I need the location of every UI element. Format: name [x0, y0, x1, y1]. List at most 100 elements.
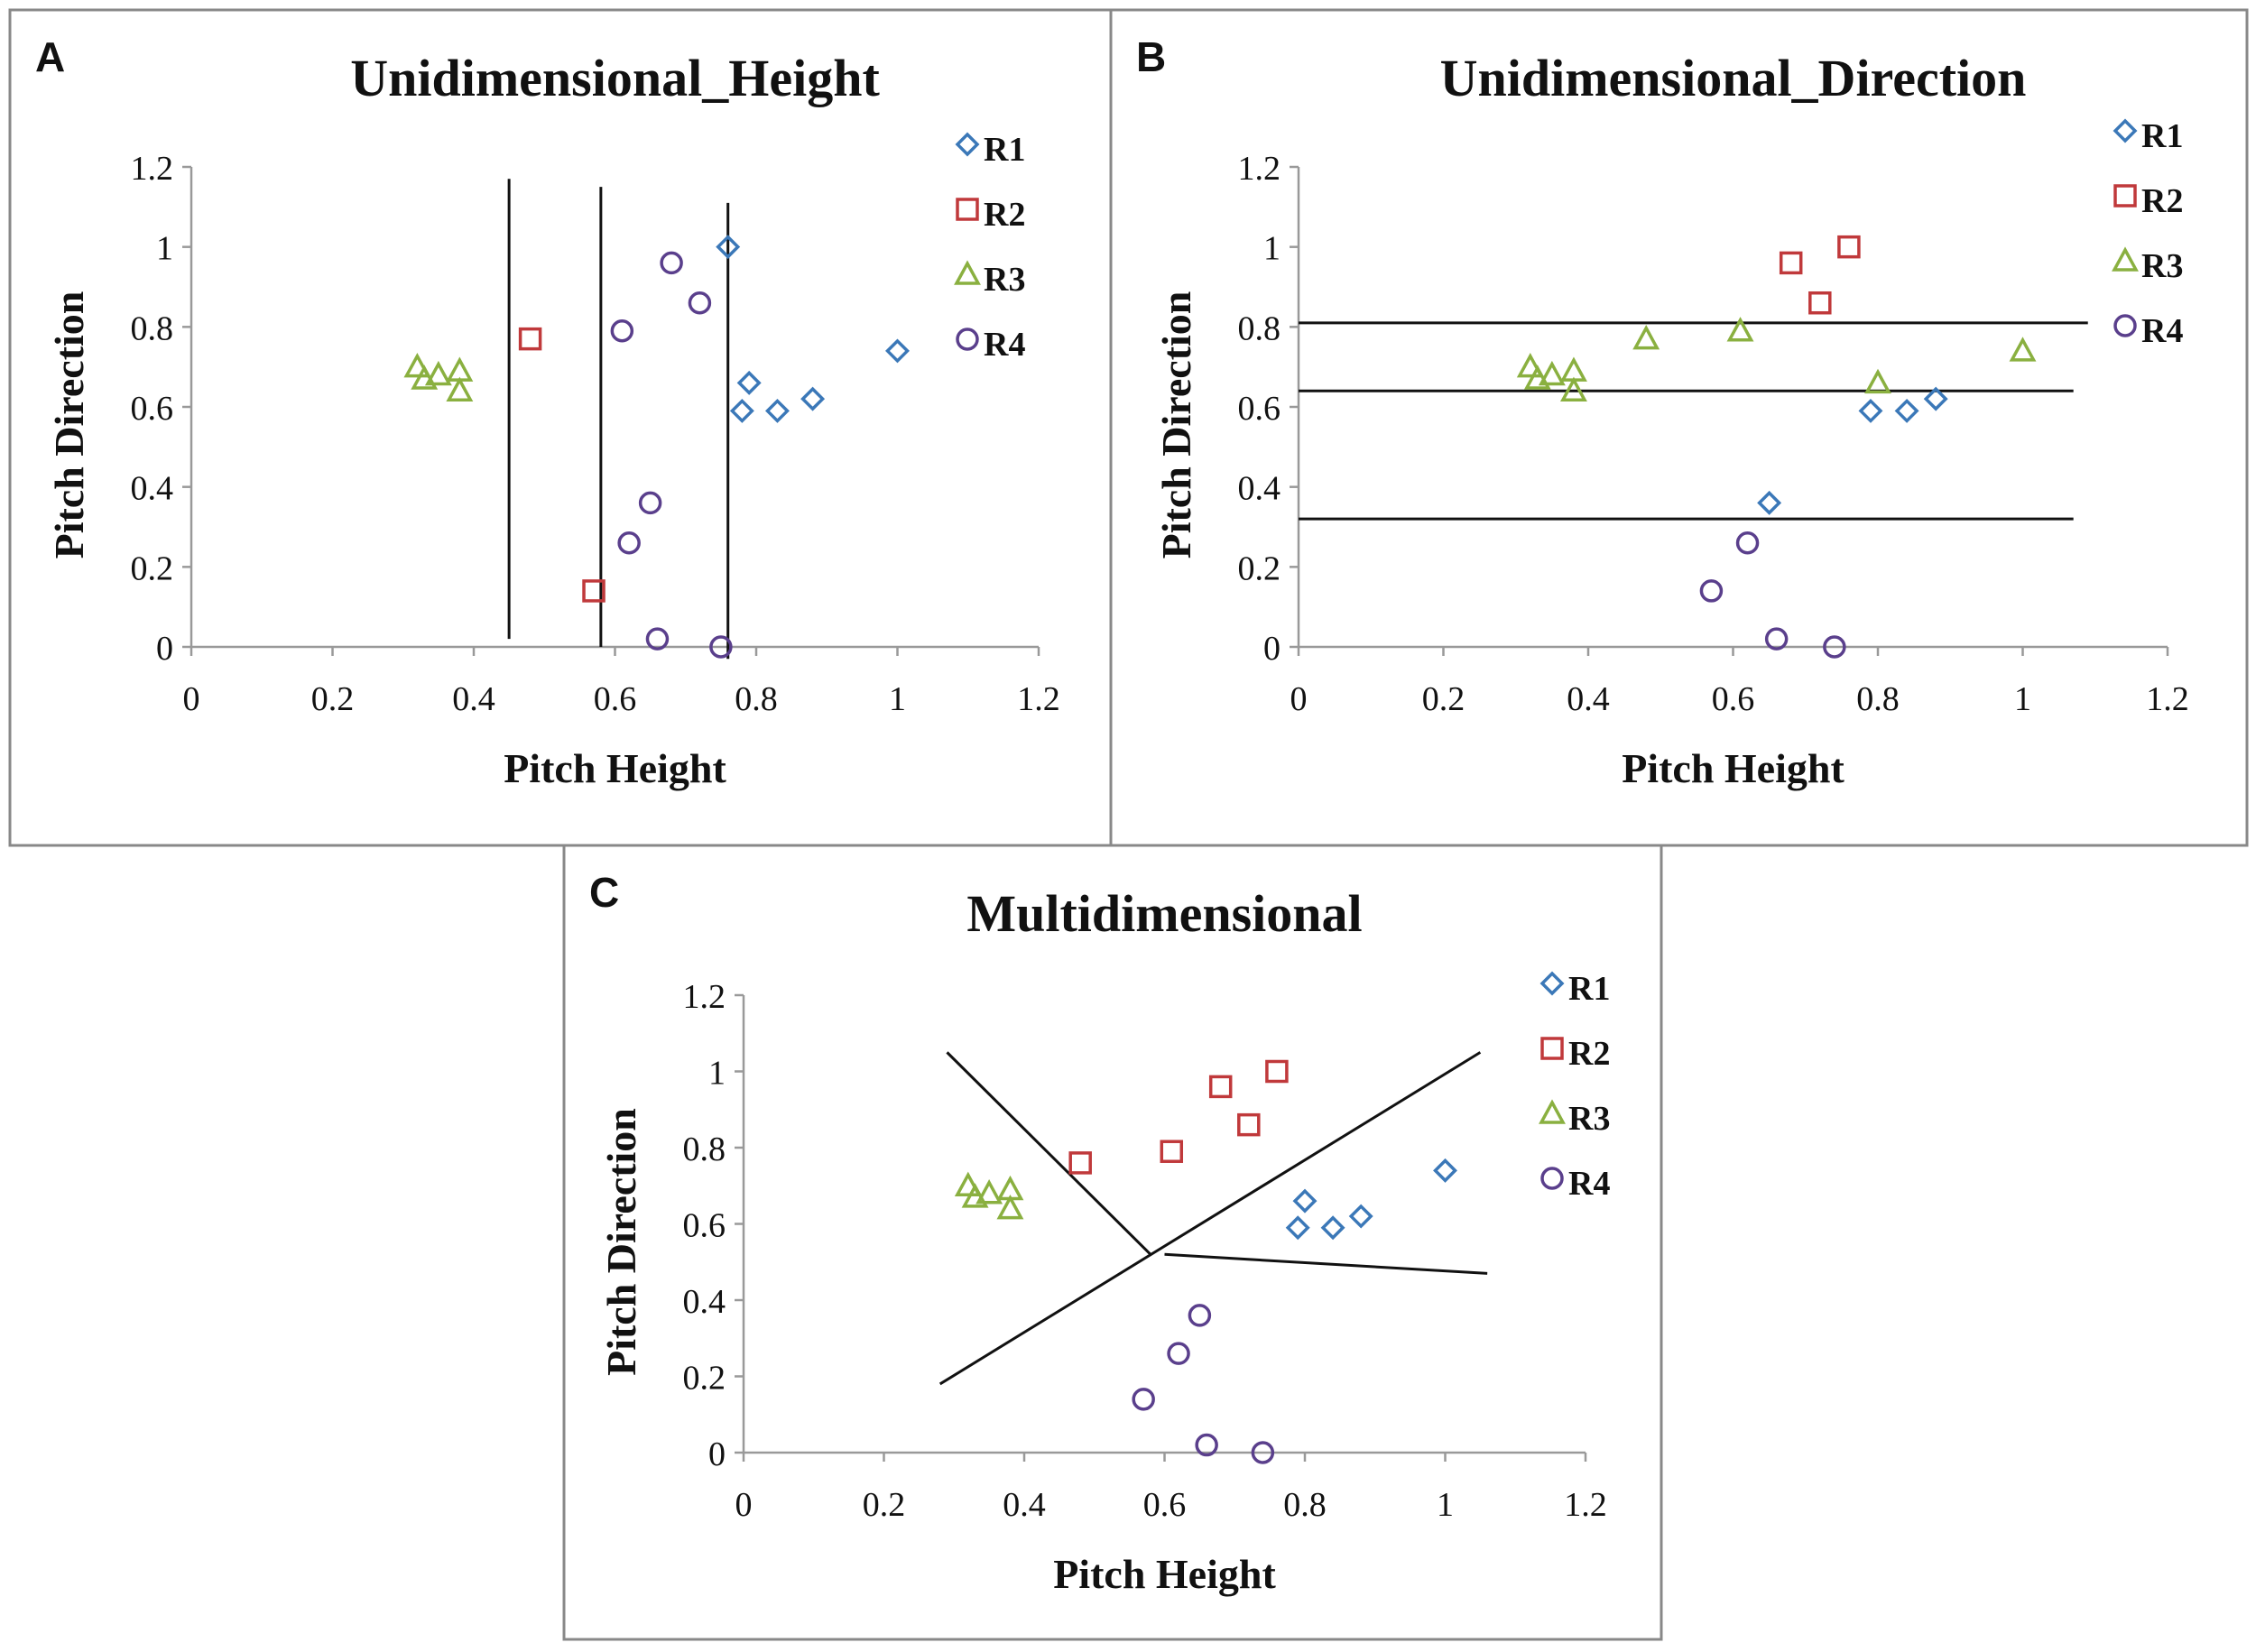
y-tick-label: 0.2: [683, 1360, 726, 1398]
circle-marker: [645, 627, 670, 651]
triangle-marker: [975, 1179, 1003, 1204]
x-tick-label: 1: [1437, 1486, 1454, 1524]
series-r1: [716, 235, 910, 423]
series-r4: [1699, 531, 1846, 659]
diamond-marker: [1285, 1215, 1310, 1241]
square-marker: [518, 327, 542, 351]
legend-marker-r4: [2113, 314, 2137, 337]
x-tick-label: 0.4: [1567, 680, 1610, 718]
x-axis-label: Pitch Height: [504, 745, 726, 791]
triangle-marker: [1726, 317, 1754, 342]
y-tick-label: 1.2: [131, 150, 174, 188]
circle-marker: [610, 319, 634, 343]
panel-frame: [562, 844, 1663, 1641]
x-tick-label: 0.4: [452, 680, 495, 718]
square-marker: [1808, 291, 1832, 315]
diamond-marker: [800, 386, 826, 411]
boundary-line: [1164, 1252, 1488, 1275]
triangle-marker: [1516, 353, 1544, 378]
y-tick-label: 0.2: [131, 549, 174, 587]
triangle-marker: [403, 353, 431, 378]
y-axis-label: Pitch Direction: [46, 291, 92, 559]
legend-marker-r1: [955, 132, 980, 157]
y-tick-label: 1: [156, 230, 173, 268]
x-tick-label: 0.6: [1143, 1486, 1187, 1524]
x-tick-label: 0.2: [311, 680, 355, 718]
legend-label: R3: [1568, 1100, 1610, 1138]
y-axis-label: Pitch Direction: [1153, 291, 1199, 559]
circle-marker: [638, 491, 662, 515]
legend-label: R4: [2141, 312, 2183, 350]
diamond-marker: [1757, 490, 1782, 515]
series-r2: [1068, 1059, 1289, 1175]
circle-marker: [1167, 1342, 1190, 1365]
legend-marker-r1: [2113, 118, 2138, 143]
y-tick-label: 1: [708, 1055, 726, 1093]
series-r2: [1779, 235, 1861, 315]
diamond-marker: [765, 398, 790, 423]
legend-marker-r3: [2112, 246, 2139, 272]
diamond-marker: [1433, 1158, 1457, 1183]
x-tick-label: 1.2: [1017, 680, 1060, 718]
x-tick-label: 0.8: [735, 680, 778, 718]
circle-marker: [1132, 1388, 1155, 1411]
y-tick-label: 0: [1263, 630, 1281, 668]
panel-label: A: [35, 33, 65, 80]
x-tick-label: 1: [2014, 680, 2031, 718]
legend-label: R1: [2141, 117, 2183, 155]
x-tick-label: 0: [1290, 680, 1308, 718]
circle-marker: [1188, 1304, 1212, 1327]
panel-frame: [1109, 8, 2249, 847]
panel-b: B Unidimensional_Direction 0 0.2 0.4 0.6 0.8 1 1…: [1109, 8, 2249, 847]
diamond-marker: [1858, 398, 1883, 423]
y-tick-label: 0.6: [683, 1207, 726, 1245]
diamond-marker: [1348, 1204, 1373, 1229]
y-tick-label: 0.8: [1238, 309, 1281, 347]
legend-marker-r2: [2113, 184, 2137, 208]
triangle-marker: [954, 1171, 982, 1196]
triangle-marker: [2009, 337, 2037, 362]
square-marker: [1208, 1075, 1233, 1099]
legend-label: R2: [1568, 1035, 1610, 1073]
diamond-marker: [885, 338, 910, 364]
legend-marker-r2: [956, 198, 979, 221]
legend-label: R3: [2141, 247, 2183, 285]
series-r1: [1757, 386, 1948, 515]
x-tick-label: 0.6: [1712, 680, 1755, 718]
panel-label: C: [589, 869, 619, 916]
circle-marker: [1823, 635, 1846, 659]
y-tick-label: 0.4: [1238, 470, 1281, 508]
circle-marker: [1195, 1433, 1218, 1457]
triangle-marker: [1560, 376, 1587, 402]
legend-label: R1: [984, 131, 1025, 169]
square-marker: [1068, 1151, 1092, 1175]
diamond-marker: [729, 398, 754, 423]
legend-marker-r4: [1540, 1167, 1564, 1190]
y-tick-label: 1: [1263, 230, 1281, 268]
diamond-marker: [1320, 1215, 1345, 1241]
circle-marker: [1735, 531, 1760, 555]
square-marker: [1160, 1140, 1184, 1163]
series-r3: [954, 1171, 1024, 1220]
diamond-marker: [1923, 386, 1948, 411]
y-tick-label: 1.2: [1238, 150, 1281, 188]
x-tick-label: 0.8: [1283, 1486, 1327, 1524]
x-axis-label: Pitch Height: [1622, 745, 1845, 791]
series-r4: [610, 251, 733, 659]
y-tick-label: 0.2: [1238, 549, 1281, 587]
triangle-marker: [1632, 324, 1660, 350]
circle-marker: [617, 531, 641, 555]
x-tick-label: 0.2: [863, 1486, 906, 1524]
panel-c: C Multidimensional 0 0.2 0.4 0.6 0.8 1 1.2 0 0.2 0.…: [562, 844, 1663, 1641]
y-tick-label: 0.6: [131, 390, 174, 428]
y-tick-label: 0: [708, 1435, 726, 1473]
boundary-line: [938, 1051, 1482, 1386]
panel-label: B: [1136, 33, 1166, 80]
x-tick-label: 1.2: [1564, 1486, 1607, 1524]
legend-label: R2: [984, 196, 1025, 234]
boundary-line: [946, 1051, 1152, 1256]
circle-marker: [1699, 579, 1724, 603]
x-tick-label: 0: [183, 680, 200, 718]
chart-title: Unidimensional_Direction: [1440, 49, 2027, 107]
